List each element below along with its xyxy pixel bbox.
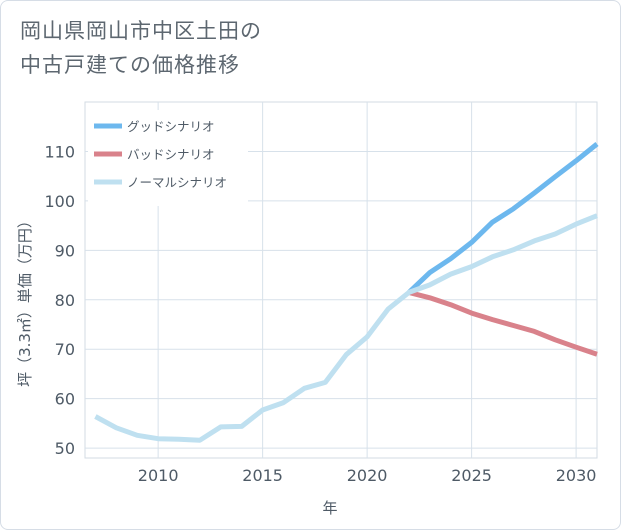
legend-label: ノーマルシナリオ: [127, 175, 227, 190]
chart-title: 岡山県岡山市中区土田の 中古戸建ての価格推移: [20, 14, 262, 82]
y-tick-label: 110: [44, 142, 75, 161]
y-tick-labels: 50 60 70 80 90 100 110: [44, 142, 75, 458]
y-axis-label: 坪（3.3㎡）単価（万円）: [16, 213, 34, 387]
y-tick-label: 90: [55, 241, 75, 260]
y-tick-label: 70: [55, 340, 75, 359]
title-line-2: 中古戸建ての価格推移: [20, 53, 240, 77]
x-tick-label: 2010: [138, 466, 179, 485]
x-tick-labels: 2010 2015 2020 2025 2030: [138, 466, 597, 485]
x-tick-label: 2025: [451, 466, 492, 485]
y-tick-label: 80: [55, 291, 75, 310]
x-tick-label: 2020: [347, 466, 388, 485]
y-tick-label: 60: [55, 390, 75, 409]
series-lines: [94, 142, 599, 443]
series-line-1: [407, 142, 599, 295]
series-line-3: [94, 213, 598, 443]
title-line-1: 岡山県岡山市中区土田の: [20, 19, 262, 43]
y-tick-label: 50: [55, 439, 75, 458]
x-tick-label: 2030: [556, 466, 597, 485]
x-axis-label: 年: [322, 499, 337, 517]
legend-label: グッドシナリオ: [127, 119, 215, 134]
series-line-2: [408, 289, 598, 357]
y-tick-label: 100: [44, 192, 75, 211]
x-tick-label: 2015: [242, 466, 283, 485]
legend-label: バッドシナリオ: [127, 147, 215, 162]
